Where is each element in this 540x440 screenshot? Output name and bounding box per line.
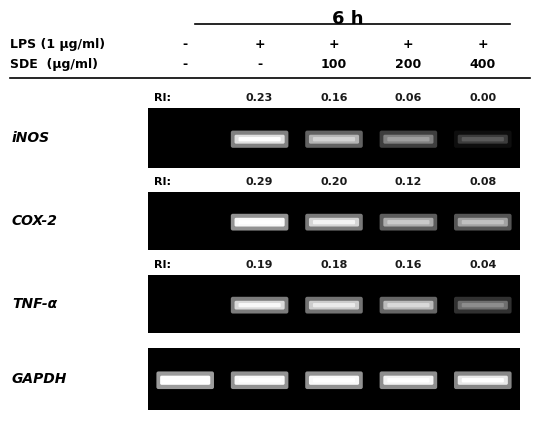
Text: 0.29: 0.29	[246, 177, 273, 187]
FancyBboxPatch shape	[234, 376, 285, 385]
FancyBboxPatch shape	[305, 131, 363, 148]
FancyBboxPatch shape	[313, 378, 355, 382]
FancyBboxPatch shape	[462, 220, 504, 224]
FancyBboxPatch shape	[239, 137, 281, 141]
FancyBboxPatch shape	[239, 378, 281, 382]
FancyBboxPatch shape	[305, 371, 363, 389]
FancyBboxPatch shape	[454, 371, 511, 389]
FancyBboxPatch shape	[383, 135, 434, 144]
Text: -: -	[183, 38, 188, 51]
FancyBboxPatch shape	[387, 220, 429, 224]
FancyBboxPatch shape	[458, 301, 508, 309]
FancyBboxPatch shape	[234, 218, 285, 227]
FancyBboxPatch shape	[231, 214, 288, 231]
FancyBboxPatch shape	[462, 137, 504, 141]
Text: 400: 400	[470, 58, 496, 71]
FancyBboxPatch shape	[462, 303, 504, 307]
Text: 0.20: 0.20	[320, 177, 348, 187]
FancyBboxPatch shape	[309, 218, 359, 227]
Text: RI:: RI:	[154, 260, 171, 270]
FancyBboxPatch shape	[380, 214, 437, 231]
FancyBboxPatch shape	[231, 297, 288, 314]
Bar	[148, 192, 520, 250]
FancyBboxPatch shape	[309, 301, 359, 309]
FancyBboxPatch shape	[231, 371, 288, 389]
Text: SDE  (μg/ml): SDE (μg/ml)	[10, 58, 98, 71]
FancyBboxPatch shape	[313, 137, 355, 141]
Text: 0.23: 0.23	[246, 93, 273, 103]
Text: 0.00: 0.00	[469, 93, 496, 103]
FancyBboxPatch shape	[239, 220, 281, 224]
Text: 0.12: 0.12	[395, 177, 422, 187]
FancyBboxPatch shape	[305, 297, 363, 314]
Text: TNF-α: TNF-α	[12, 297, 57, 311]
FancyBboxPatch shape	[383, 301, 434, 309]
FancyBboxPatch shape	[458, 376, 508, 385]
FancyBboxPatch shape	[380, 131, 437, 148]
Text: 0.19: 0.19	[246, 260, 273, 270]
Text: 6 h: 6 h	[332, 10, 364, 28]
FancyBboxPatch shape	[305, 214, 363, 231]
FancyBboxPatch shape	[234, 301, 285, 309]
Text: LPS (1 μg/ml): LPS (1 μg/ml)	[10, 38, 105, 51]
Text: +: +	[329, 38, 339, 51]
Text: 100: 100	[321, 58, 347, 71]
Text: RI:: RI:	[154, 93, 171, 103]
Text: 0.16: 0.16	[395, 260, 422, 270]
Text: +: +	[254, 38, 265, 51]
FancyBboxPatch shape	[309, 135, 359, 144]
FancyBboxPatch shape	[313, 220, 355, 224]
FancyBboxPatch shape	[164, 378, 206, 382]
FancyBboxPatch shape	[313, 303, 355, 307]
Text: -: -	[257, 58, 262, 71]
FancyBboxPatch shape	[383, 376, 434, 385]
FancyBboxPatch shape	[387, 378, 429, 382]
FancyBboxPatch shape	[387, 137, 429, 141]
FancyBboxPatch shape	[387, 303, 429, 307]
Text: +: +	[477, 38, 488, 51]
Text: 0.18: 0.18	[320, 260, 348, 270]
Bar	[148, 275, 520, 333]
Text: 0.16: 0.16	[320, 93, 348, 103]
Text: 0.06: 0.06	[395, 93, 422, 103]
FancyBboxPatch shape	[157, 371, 214, 389]
Text: -: -	[183, 58, 188, 71]
Text: iNOS: iNOS	[12, 131, 50, 145]
FancyBboxPatch shape	[462, 378, 504, 382]
FancyBboxPatch shape	[239, 303, 281, 307]
FancyBboxPatch shape	[309, 376, 359, 385]
FancyBboxPatch shape	[231, 131, 288, 148]
FancyBboxPatch shape	[234, 135, 285, 144]
FancyBboxPatch shape	[458, 218, 508, 227]
FancyBboxPatch shape	[454, 214, 511, 231]
Text: 0.08: 0.08	[469, 177, 496, 187]
FancyBboxPatch shape	[454, 297, 511, 314]
Text: 0.04: 0.04	[469, 260, 496, 270]
Text: RI:: RI:	[154, 177, 171, 187]
Text: GAPDH: GAPDH	[12, 372, 68, 386]
Text: COX-2: COX-2	[12, 214, 58, 228]
FancyBboxPatch shape	[380, 297, 437, 314]
FancyBboxPatch shape	[383, 218, 434, 227]
Bar	[148, 348, 520, 410]
FancyBboxPatch shape	[454, 131, 511, 148]
FancyBboxPatch shape	[458, 135, 508, 144]
Text: +: +	[403, 38, 414, 51]
FancyBboxPatch shape	[380, 371, 437, 389]
Bar	[148, 108, 520, 168]
Text: 200: 200	[395, 58, 422, 71]
FancyBboxPatch shape	[160, 376, 210, 385]
